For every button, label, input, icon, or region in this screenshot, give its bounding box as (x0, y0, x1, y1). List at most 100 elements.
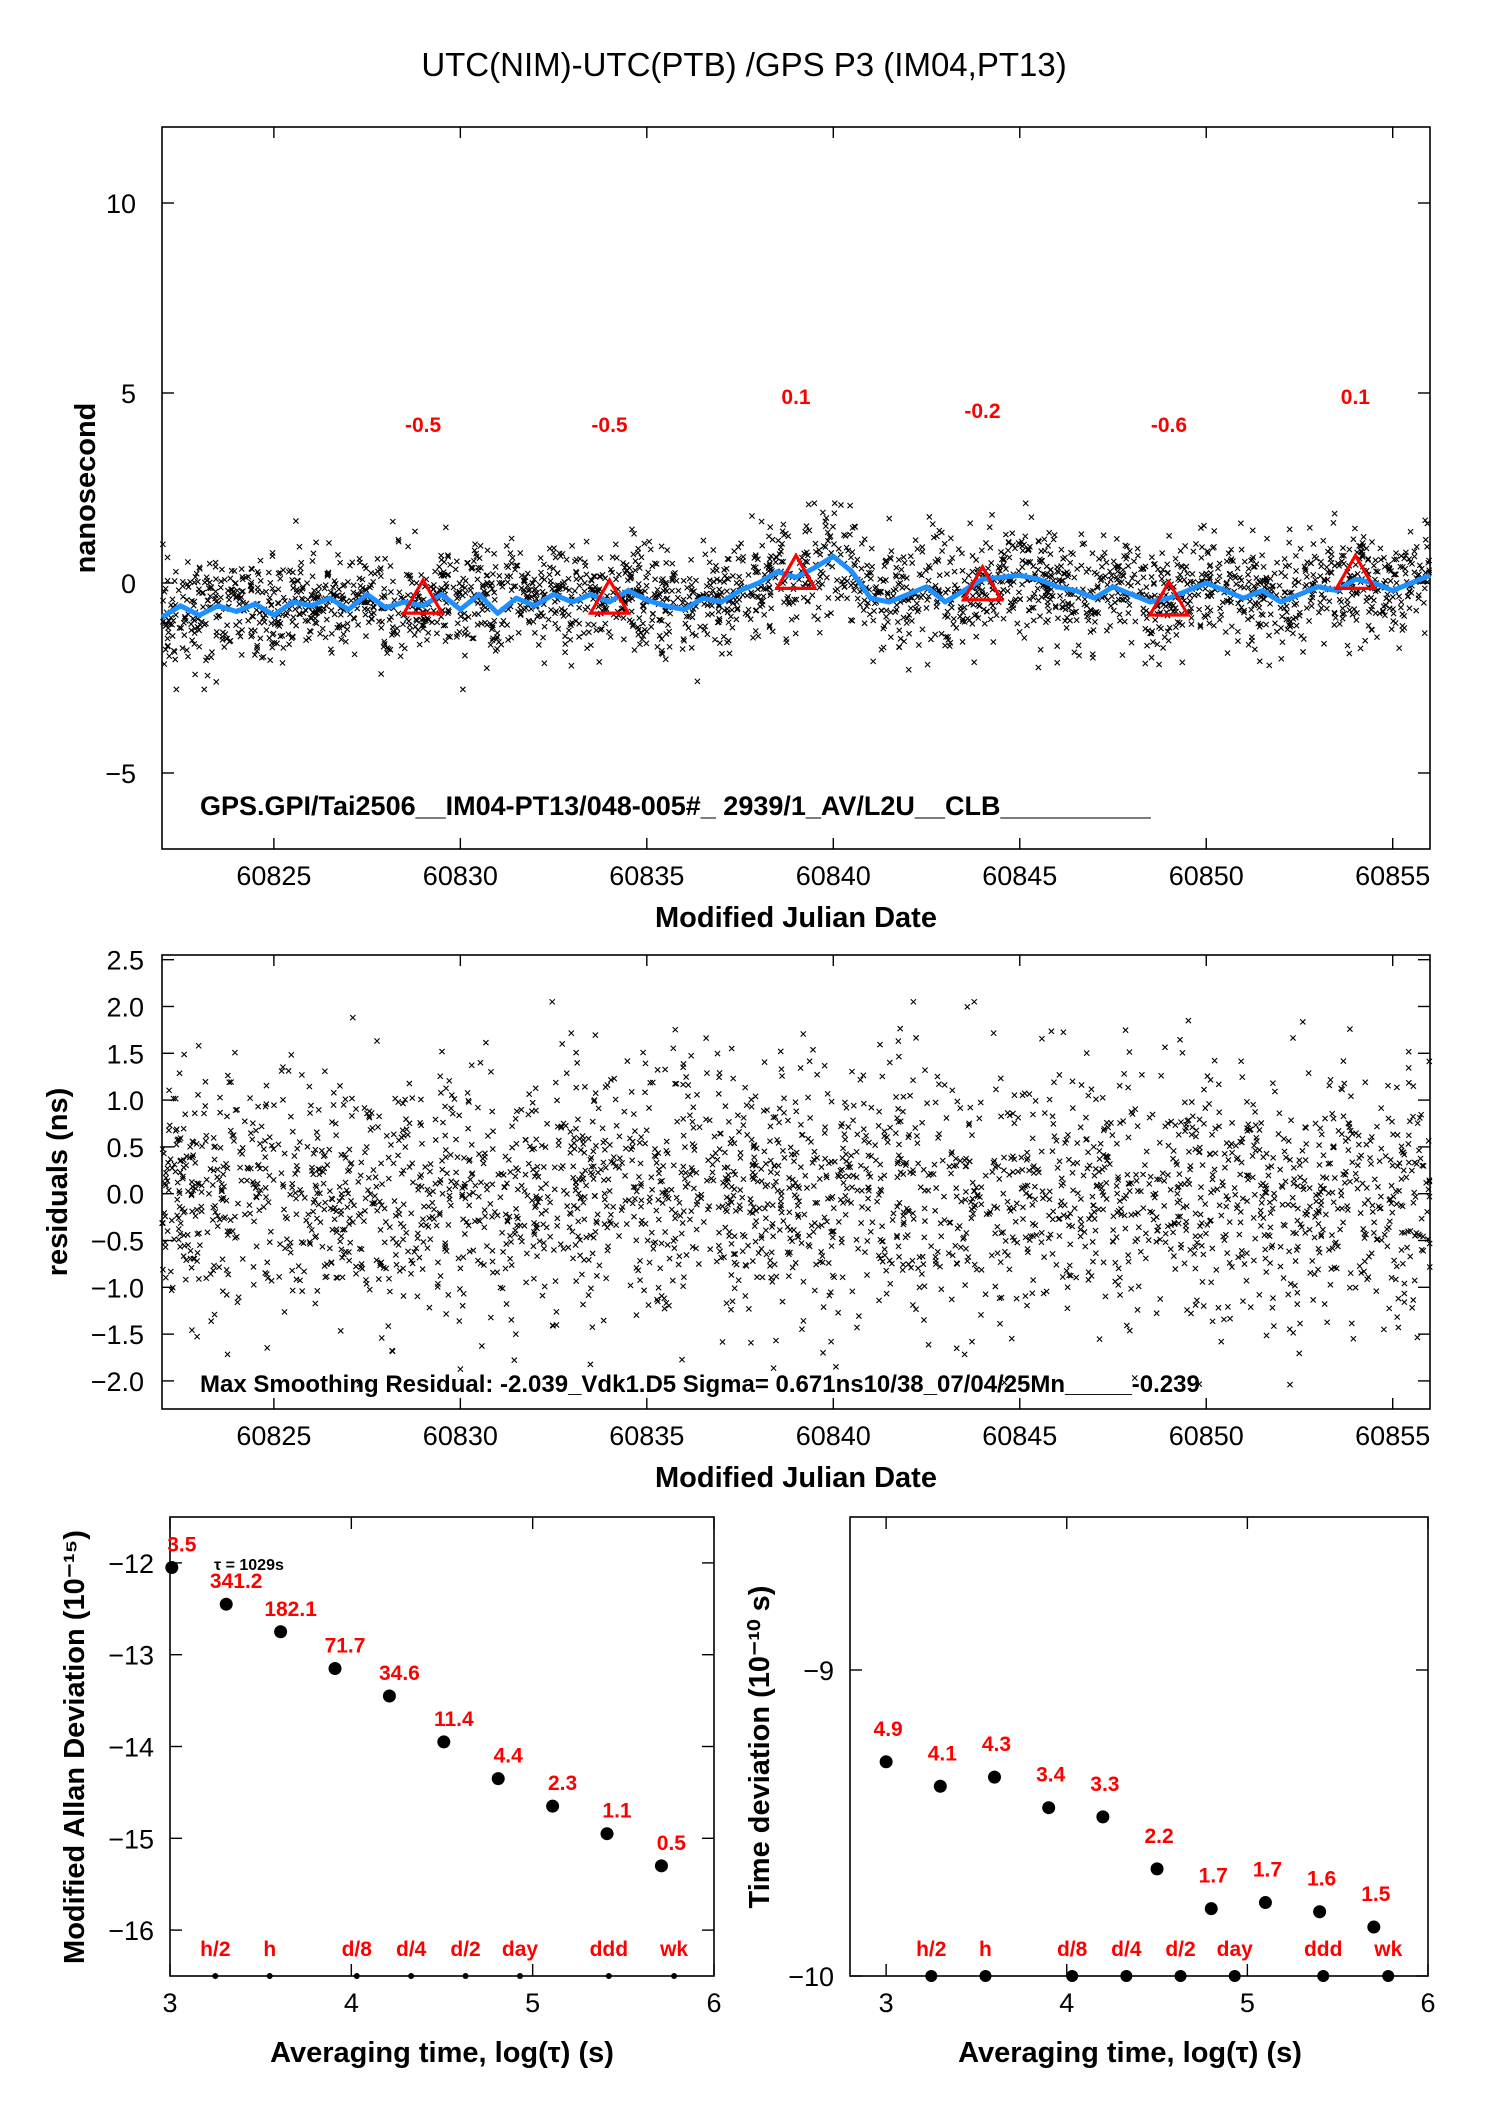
residual-point (879, 1238, 886, 1245)
scatter-point (474, 576, 481, 583)
scatter-point (824, 537, 831, 544)
residual-point (1029, 1290, 1036, 1297)
residual-point (408, 1210, 415, 1217)
residual-point (199, 1143, 206, 1150)
residual-point (419, 1216, 426, 1223)
residual-point (800, 1031, 807, 1037)
residual-point (1269, 1080, 1276, 1087)
scatter-point (397, 653, 404, 660)
scatter-point (296, 543, 303, 550)
residual-point (1049, 1250, 1056, 1257)
scatter-point (760, 585, 767, 592)
scatter-point (849, 617, 856, 624)
scatter-point (752, 627, 759, 634)
residual-point (839, 1274, 846, 1281)
scatter-point (189, 637, 196, 644)
scatter-point (568, 593, 575, 600)
scatter-point (654, 643, 661, 650)
scatter-point (1303, 605, 1310, 612)
scatter-point (1323, 564, 1330, 571)
scatter-point (944, 586, 951, 593)
residual-point (477, 1059, 484, 1066)
scatter-point (1377, 556, 1384, 563)
scatter-point (944, 614, 951, 620)
residual-point (583, 1182, 590, 1189)
residual-point (508, 1316, 515, 1323)
residual-point (1236, 1231, 1243, 1238)
scatter-point (1041, 536, 1048, 543)
scatter-point (1365, 622, 1372, 629)
scatter-point (1276, 582, 1283, 589)
scatter-point (565, 627, 572, 634)
residual-point (560, 1187, 567, 1194)
scatter-point (660, 575, 666, 582)
scatter-point (1172, 624, 1179, 631)
residual-point (188, 1178, 195, 1185)
scatter-point (1094, 583, 1101, 590)
residual-point (217, 1094, 223, 1101)
residual-point (962, 1188, 969, 1195)
residual-point (913, 1133, 920, 1139)
residual-point (1184, 1176, 1191, 1183)
scatter-point (1267, 575, 1274, 582)
residual-point (566, 1224, 573, 1231)
residual-point (828, 1243, 835, 1250)
residual-point (932, 1207, 939, 1214)
scatter-point (505, 636, 512, 643)
scatter-point (1346, 650, 1353, 657)
residual-point (977, 1311, 984, 1318)
residual-point (864, 1272, 871, 1278)
scatter-point (224, 622, 231, 629)
residual-point (1164, 1172, 1171, 1179)
residual-point (855, 1313, 862, 1320)
scatter-point (228, 586, 235, 593)
scatter-point (1260, 563, 1267, 570)
residual-point (629, 1138, 636, 1145)
scatter-point (1372, 557, 1379, 564)
scatter-point (1350, 536, 1357, 543)
residual-point (825, 1260, 832, 1267)
scatter-point (679, 599, 686, 606)
residual-point (623, 1221, 630, 1228)
residual-point (602, 1137, 609, 1144)
scatter-point (1110, 558, 1117, 565)
residual-point (176, 1070, 183, 1077)
residual-point (1189, 1113, 1196, 1120)
residual-point (831, 1274, 838, 1281)
scatter-point (587, 583, 594, 590)
residual-point (162, 1244, 169, 1251)
scatter-point (1184, 570, 1191, 577)
residual-point (569, 1228, 576, 1235)
scatter-point (1354, 570, 1361, 577)
residual-point (195, 1042, 202, 1049)
residual-point (1092, 1227, 1099, 1234)
scatter-point (1026, 596, 1033, 603)
residual-point (648, 1229, 655, 1236)
scatter-point (729, 573, 736, 580)
scatter-point (1103, 627, 1110, 634)
residual-point (1089, 1193, 1096, 1200)
scatter-point (866, 611, 873, 618)
residual-point (342, 1096, 349, 1103)
scatter-point (260, 614, 267, 621)
scatter-point (630, 551, 637, 558)
residual-point (1176, 1171, 1183, 1178)
scatter-point (803, 549, 810, 556)
residual-point (439, 1048, 445, 1055)
scatter-point (515, 629, 522, 636)
scatter-point (990, 639, 997, 646)
scatter-point (540, 613, 547, 620)
residual-point (217, 1109, 224, 1116)
scatter-point (1359, 553, 1366, 560)
residual-point (567, 1128, 574, 1135)
scatter-point (663, 596, 670, 603)
scatter-point (700, 537, 707, 544)
residual-point (1088, 1086, 1095, 1093)
residual-point (489, 1247, 496, 1254)
scatter-point (1285, 621, 1292, 628)
scatter-point (207, 593, 214, 600)
scatter-point (1250, 563, 1257, 570)
residual-point (1117, 1291, 1124, 1298)
scatter-point (286, 641, 293, 648)
scatter-point (982, 540, 989, 547)
